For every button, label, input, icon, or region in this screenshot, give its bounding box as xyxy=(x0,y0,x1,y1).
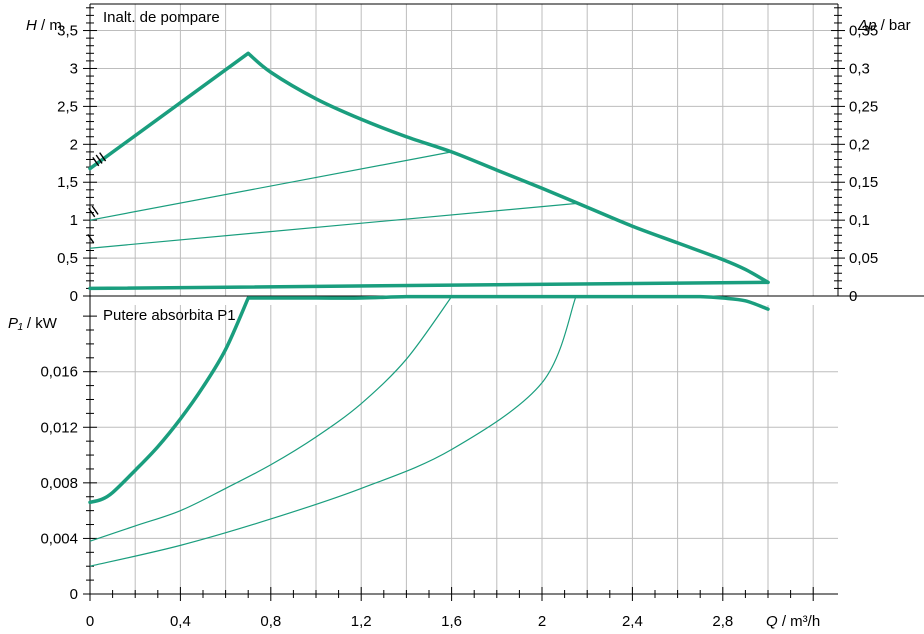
top-panel-grid xyxy=(90,4,838,296)
power-tick-label: 0,008 xyxy=(40,475,78,492)
top-panel-title: Inalt. de pompare xyxy=(103,9,220,26)
performance-curves xyxy=(88,51,770,567)
power-tick-label: 0,004 xyxy=(40,530,78,547)
flow-tick-label: 0 xyxy=(86,613,94,630)
pressure-tick-label: 0,05 xyxy=(849,250,878,267)
head-tick-label: 0 xyxy=(70,288,78,305)
pressure-tick-label: 0,15 xyxy=(849,174,878,191)
pressure-tick-label: 0 xyxy=(849,288,857,305)
flow-tick-label: 0,4 xyxy=(170,613,191,630)
pressure-tick-label: 0,3 xyxy=(849,60,870,77)
head-tick-label: 2,5 xyxy=(57,98,78,115)
bottom-panel-grid xyxy=(90,305,838,594)
head-series-4-line xyxy=(89,202,576,249)
axes-frame xyxy=(89,3,924,595)
power-axis-symbol: P₁ xyxy=(8,315,23,332)
head-tick-label: 3 xyxy=(70,60,78,77)
pressure-axis-unit: / bar xyxy=(876,17,910,34)
power-axis-unit: / kW xyxy=(23,315,58,332)
pressure-tick-label: 0,1 xyxy=(849,212,870,229)
pressure-tick-label: 0,25 xyxy=(849,98,878,115)
pressure-axis-symbol: Δp xyxy=(857,17,876,34)
head-axis-unit: / m xyxy=(37,17,62,34)
flow-axis-symbol: Q xyxy=(766,613,778,630)
axis-ticks xyxy=(83,7,845,601)
head-axis-label: H / m xyxy=(26,17,62,34)
speed-stage-markers: III II I xyxy=(85,149,110,247)
bottom-panel-title: Putere absorbita P1 xyxy=(103,307,236,324)
flow-axis-unit: / m³/h xyxy=(778,613,821,630)
flow-axis-label: Q / m³/h xyxy=(766,613,820,630)
power-axis-label: P₁ / kW xyxy=(8,315,58,332)
power-tick-label: 0,012 xyxy=(40,419,78,436)
flow-tick-label: 2,4 xyxy=(622,613,643,630)
head-tick-label: 1,5 xyxy=(57,174,78,191)
head-tick-label: 3,5 xyxy=(57,23,78,40)
head-tick-label: 1 xyxy=(70,212,78,229)
head-axis-symbol: H xyxy=(26,17,37,34)
pressure-axis-label: Δp / bar xyxy=(857,17,911,34)
tick-labels: 0 0,5 1 1,5 2 2,5 3 3,5 0 0,05 0,1 0,15 0,2 0,25 0,3 0,… xyxy=(40,23,878,630)
pressure-tick-label: 0,35 xyxy=(849,23,878,40)
power-series-2-line xyxy=(89,296,453,542)
flow-tick-label: 0,8 xyxy=(260,613,281,630)
head-series-1-line xyxy=(88,51,770,285)
power-tick-label: 0 xyxy=(70,586,78,603)
flow-tick-label: 1,2 xyxy=(351,613,372,630)
head-series-3-line xyxy=(89,151,452,221)
flow-tick-label: 2,8 xyxy=(712,613,733,630)
speed-stage-i-label: I xyxy=(85,231,98,247)
flow-tick-label: 2 xyxy=(538,613,546,630)
head-tick-label: 2 xyxy=(70,136,78,153)
power-series-1-line xyxy=(88,294,770,505)
power-tick-label: 0,016 xyxy=(40,364,78,381)
head-tick-label: 0,5 xyxy=(57,250,78,267)
flow-tick-label: 1,6 xyxy=(441,613,462,630)
power-series-3-line xyxy=(89,296,577,567)
head-series-2-line xyxy=(88,280,770,291)
pressure-tick-label: 0,2 xyxy=(849,136,870,153)
